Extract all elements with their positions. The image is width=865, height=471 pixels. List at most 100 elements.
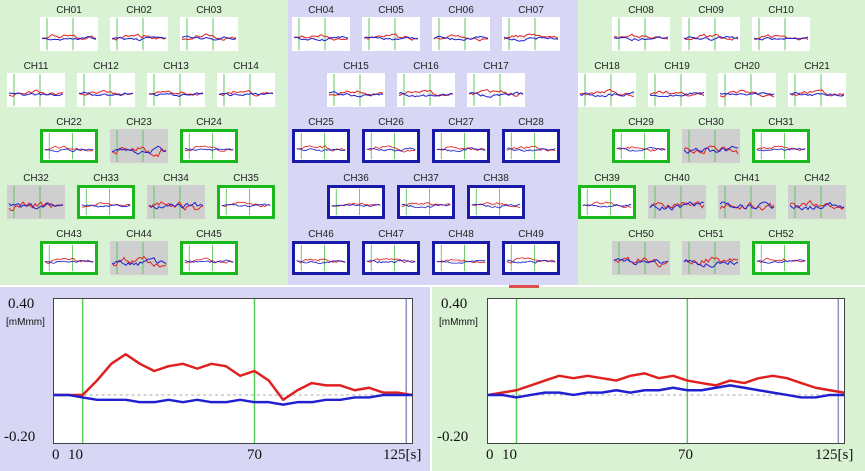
main-plot-right <box>487 298 845 444</box>
channel-17-oxy-line <box>468 88 524 97</box>
channel-tile-28[interactable] <box>502 129 560 163</box>
channel-tile-11[interactable] <box>7 73 65 107</box>
channel-tile-24[interactable] <box>180 129 238 163</box>
channel-tile-9[interactable] <box>682 17 740 51</box>
channel-label-17: CH17 <box>483 61 509 72</box>
channel-2-deoxy-line <box>111 36 167 42</box>
plot-right-xtick-70: 70 <box>678 447 693 463</box>
channel-tile-36[interactable] <box>327 185 385 219</box>
channel-3-oxy-line <box>181 33 237 41</box>
channel-tile-34[interactable] <box>147 185 205 219</box>
channel-tile-12[interactable] <box>77 73 135 107</box>
channel-tile-4[interactable] <box>292 17 350 51</box>
channel-tile-43[interactable] <box>40 241 98 275</box>
channel-7-oxy-line <box>503 33 559 40</box>
channel-tile-14[interactable] <box>217 73 275 107</box>
channel-tile-29[interactable] <box>612 129 670 163</box>
channel-12-deoxy-line <box>78 91 134 97</box>
channel-tile-52[interactable] <box>752 241 810 275</box>
channel-tile-2[interactable] <box>110 17 168 51</box>
channel-tile-37[interactable] <box>397 185 455 219</box>
channel-16-oxy-line <box>398 89 454 97</box>
channel-plot-42 <box>789 186 845 218</box>
channel-label-41: CH41 <box>734 173 760 184</box>
channel-tile-46[interactable] <box>292 241 350 275</box>
channel-tile-47[interactable] <box>362 241 420 275</box>
channel-14-oxy-line <box>218 90 274 97</box>
channel-tile-6[interactable] <box>432 17 490 51</box>
channel-tile-7[interactable] <box>502 17 560 51</box>
channel-tile-48[interactable] <box>432 241 490 275</box>
channel-tile-30[interactable] <box>682 129 740 163</box>
channel-tile-15[interactable] <box>327 73 385 107</box>
channel-tile-44[interactable] <box>110 241 168 275</box>
channel-tile-32[interactable] <box>7 185 65 219</box>
channel-label-39: CH39 <box>594 173 620 184</box>
channel-plot-27 <box>436 132 486 160</box>
channel-31-oxy-line <box>756 145 806 152</box>
channel-tile-8[interactable] <box>612 17 670 51</box>
channel-tile-27[interactable] <box>432 129 490 163</box>
channel-28-deoxy-line <box>506 147 556 152</box>
channel-tile-19[interactable] <box>648 73 706 107</box>
channel-tile-49[interactable] <box>502 241 560 275</box>
channel-plot-43 <box>44 244 94 272</box>
channel-label-26: CH26 <box>378 117 404 128</box>
channel-tile-13[interactable] <box>147 73 205 107</box>
channel-tile-18[interactable] <box>578 73 636 107</box>
channel-tile-10[interactable] <box>752 17 810 51</box>
channel-tile-20[interactable] <box>718 73 776 107</box>
channel-plot-48 <box>436 244 486 272</box>
channel-label-32: CH32 <box>23 173 49 184</box>
channel-tile-50[interactable] <box>612 241 670 275</box>
bottom-divider <box>430 287 432 471</box>
channel-plot-15 <box>328 74 384 106</box>
channel-18-deoxy-line <box>579 91 635 98</box>
channel-label-31: CH31 <box>768 117 794 128</box>
channel-20-deoxy-line <box>719 92 775 96</box>
channel-tile-23[interactable] <box>110 129 168 163</box>
channel-21-deoxy-line <box>789 91 845 97</box>
channel-plot-26 <box>366 132 416 160</box>
channel-tile-42[interactable] <box>788 185 846 219</box>
channel-3-deoxy-line <box>181 35 237 41</box>
channel-6-deoxy-line <box>433 35 489 42</box>
channel-tile-3[interactable] <box>180 17 238 51</box>
channel-tile-22[interactable] <box>40 129 98 163</box>
channel-plot-49 <box>506 244 556 272</box>
channel-4-oxy-line <box>293 34 349 41</box>
plot-left-ymin-label: -0.20 <box>4 429 36 445</box>
channel-tile-1[interactable] <box>40 17 98 51</box>
channel-label-23: CH23 <box>126 117 152 128</box>
channel-label-4: CH04 <box>308 5 334 16</box>
channel-plot-21 <box>789 74 845 106</box>
channel-tile-45[interactable] <box>180 241 238 275</box>
channel-label-9: CH09 <box>698 5 724 16</box>
channel-plot-35 <box>221 188 271 216</box>
channel-tile-41[interactable] <box>718 185 776 219</box>
channel-label-44: CH44 <box>126 229 152 240</box>
channel-tile-39[interactable] <box>578 185 636 219</box>
channel-1-oxy-line <box>41 33 97 41</box>
plot-left-xtick-0: 0 <box>52 447 60 463</box>
channel-tile-16[interactable] <box>397 73 455 107</box>
channel-tile-40[interactable] <box>648 185 706 219</box>
channel-tile-35[interactable] <box>217 185 275 219</box>
channel-tile-33[interactable] <box>77 185 135 219</box>
channel-plot-10 <box>753 18 809 50</box>
channel-tile-25[interactable] <box>292 129 350 163</box>
channel-label-38: CH38 <box>483 173 509 184</box>
channel-label-21: CH21 <box>804 61 830 72</box>
plot-right-ymin-label: -0.20 <box>437 429 469 445</box>
channel-tile-38[interactable] <box>467 185 525 219</box>
channel-tile-51[interactable] <box>682 241 740 275</box>
channel-label-6: CH06 <box>448 5 474 16</box>
channel-tile-5[interactable] <box>362 17 420 51</box>
channel-plot-44 <box>111 242 167 274</box>
channel-tile-26[interactable] <box>362 129 420 163</box>
channel-tile-21[interactable] <box>788 73 846 107</box>
plot-right-xtick-0: 0 <box>486 447 494 463</box>
channel-tile-17[interactable] <box>467 73 525 107</box>
channel-tile-31[interactable] <box>752 129 810 163</box>
channel-4-deoxy-line <box>293 35 349 42</box>
